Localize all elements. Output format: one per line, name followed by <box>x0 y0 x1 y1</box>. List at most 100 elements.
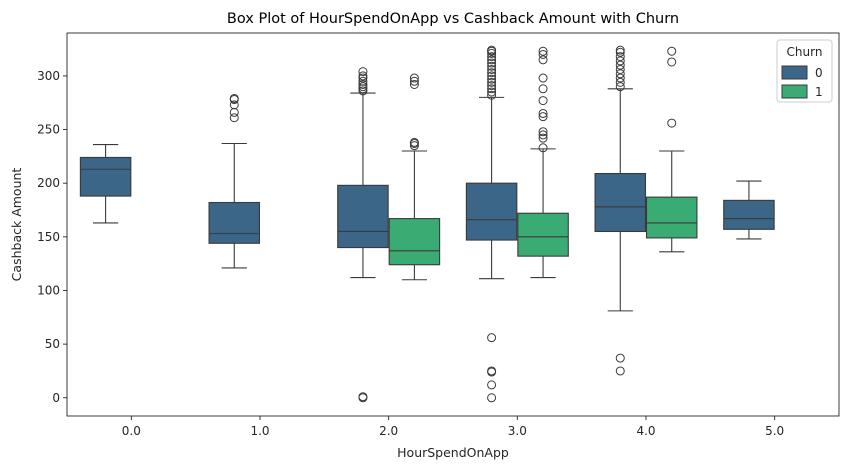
outlier-point <box>487 64 497 74</box>
outlier-point <box>487 74 497 84</box>
outlier-point <box>538 133 548 143</box>
outlier-point <box>487 45 497 55</box>
outlier-point <box>538 49 548 59</box>
x-axis-label: HourSpendOnApp <box>397 445 509 460</box>
outlier-point <box>358 73 368 83</box>
outlier-point <box>409 79 419 89</box>
box-0-5.0 <box>723 180 775 240</box>
outlier-point <box>538 112 548 122</box>
outlier-point <box>487 71 497 81</box>
outlier-point <box>615 82 625 92</box>
outlier-point <box>487 48 497 58</box>
outlier-point <box>538 84 548 94</box>
outlier-point <box>615 52 625 62</box>
outlier-point <box>487 87 497 97</box>
box-body <box>594 172 647 233</box>
outlier-point <box>487 61 497 71</box>
y-tick-label: 50 <box>45 337 60 351</box>
box-body <box>723 199 775 230</box>
outlier-point <box>615 45 625 55</box>
plot-frame <box>66 32 840 417</box>
box-1-2.0 <box>388 73 441 281</box>
box-0-2.0 <box>337 67 389 403</box>
outlier-point <box>229 113 239 123</box>
outlier-point <box>615 73 625 83</box>
x-tick-label: 1.0 <box>250 424 269 438</box>
y-axis-label: Cashback Amount <box>9 168 24 282</box>
box-0-0.0 <box>79 144 132 224</box>
y-tick-label: 100 <box>37 283 60 297</box>
outlier-point <box>358 82 368 92</box>
chart-marks <box>79 45 775 403</box>
outlier-point <box>358 76 368 86</box>
outlier-point <box>487 68 497 78</box>
outlier-point <box>229 93 239 103</box>
x-axis: 0.0 1.0 2.0 3.0 4.0 5.0 <box>122 416 784 438</box>
y-tick-label: 0 <box>52 391 60 405</box>
outlier-point <box>615 353 625 363</box>
outlier-point <box>487 52 497 62</box>
outlier-point <box>487 84 497 94</box>
box-1-4.0 <box>645 46 698 253</box>
outlier-point <box>358 392 368 402</box>
outlier-point <box>615 77 625 87</box>
box-body <box>465 182 518 241</box>
y-tick-label: 300 <box>37 69 60 83</box>
box-body <box>337 184 389 249</box>
outlier-point <box>409 141 419 151</box>
plot-area <box>67 33 839 416</box>
outlier-point <box>358 67 368 77</box>
outlier-point <box>667 46 677 56</box>
outlier-point <box>358 79 368 89</box>
outlier-point <box>229 100 239 110</box>
outlier-point <box>487 58 497 68</box>
y-tick-label: 250 <box>37 123 60 137</box>
legend-entries: 01 <box>781 65 823 99</box>
outlier-point <box>409 73 419 83</box>
outlier-point <box>615 69 625 79</box>
legend-title: Churn <box>787 45 823 59</box>
outlier-point <box>409 76 419 86</box>
outlier-point <box>487 77 497 87</box>
outlier-point <box>538 73 548 83</box>
box-body <box>645 196 698 239</box>
outlier-point <box>487 366 497 376</box>
outlier-point <box>667 57 677 67</box>
outlier-point <box>538 96 548 106</box>
y-tick-label: 200 <box>37 176 60 190</box>
box-body <box>79 156 132 197</box>
box-body <box>517 212 569 257</box>
box-body <box>388 218 441 266</box>
x-tick-label: 3.0 <box>508 424 527 438</box>
outlier-point <box>487 55 497 65</box>
outlier-point <box>487 333 497 343</box>
outlier-point <box>487 380 497 390</box>
box-0-4.0 <box>594 45 647 376</box>
x-tick-label: 0.0 <box>122 424 141 438</box>
legend: Churn 01 <box>776 39 833 103</box>
outlier-point <box>538 130 548 140</box>
box-0-3.0 <box>465 45 518 403</box>
x-tick-label: 4.0 <box>636 424 655 438</box>
outlier-point <box>615 64 625 74</box>
outlier-point <box>538 108 548 118</box>
outlier-point <box>358 71 368 81</box>
outlier-point <box>615 56 625 66</box>
outlier-point <box>667 118 677 128</box>
x-tick-label: 5.0 <box>765 424 784 438</box>
chart-title: Box Plot of HourSpendOnApp vs Cashback A… <box>227 11 679 27</box>
outlier-point <box>615 60 625 70</box>
legend-entry-label: 1 <box>815 85 823 99</box>
outlier-point <box>409 137 419 147</box>
legend-swatch <box>781 65 808 80</box>
outlier-point <box>538 46 548 56</box>
legend-entry-label: 0 <box>815 66 823 80</box>
outlier-point <box>487 90 497 100</box>
box-body <box>208 201 261 244</box>
outlier-point <box>358 86 368 96</box>
outlier-point <box>487 393 497 403</box>
outlier-point <box>615 47 625 57</box>
outlier-point <box>487 81 497 91</box>
y-tick-label: 150 <box>37 230 60 244</box>
box-0-1.0 <box>208 93 261 269</box>
